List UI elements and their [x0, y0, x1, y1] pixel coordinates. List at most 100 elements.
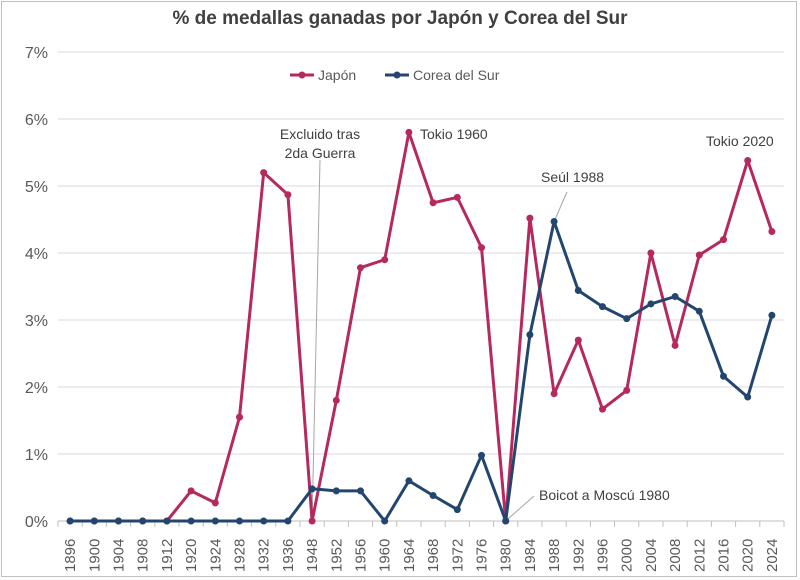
data-point — [623, 315, 631, 323]
data-point — [623, 386, 631, 394]
x-tick-label: 1932 — [256, 539, 273, 572]
data-point — [405, 477, 413, 485]
x-tick-label: 1948 — [304, 539, 321, 572]
data-point — [574, 336, 582, 344]
data-point — [671, 293, 679, 301]
data-point — [695, 307, 703, 315]
chart-title: % de medallas ganadas por Japón y Corea … — [172, 8, 628, 29]
data-point — [115, 517, 122, 525]
legend-marker — [393, 71, 401, 79]
annotation-tokio2020: Tokio 2020 — [706, 133, 774, 149]
x-tick-label: 1976 — [474, 539, 491, 572]
data-point — [284, 517, 292, 525]
legend-label: Japón — [318, 67, 356, 83]
y-tick-label: 1% — [25, 447, 48, 464]
data-point — [574, 287, 582, 295]
data-point — [550, 218, 558, 226]
data-point — [187, 487, 195, 495]
annotation-excluido: 2da Guerra — [285, 145, 356, 161]
data-point — [357, 264, 364, 272]
data-point — [429, 199, 437, 207]
data-point — [695, 251, 703, 259]
x-tick-label: 1992 — [570, 539, 587, 572]
x-tick-label: 2012 — [691, 539, 708, 572]
data-point — [357, 487, 364, 495]
x-tick-label: 1980 — [498, 539, 515, 572]
data-point — [550, 390, 558, 398]
data-point — [163, 517, 171, 525]
x-tick-label: 1952 — [328, 539, 345, 572]
data-point — [139, 517, 147, 525]
x-tick-label: 2020 — [740, 539, 757, 572]
y-tick-label: 3% — [25, 313, 48, 330]
x-tick-label: 1984 — [522, 539, 539, 572]
x-tick-label: 1972 — [449, 539, 466, 572]
legend-label: Corea del Sur — [413, 67, 500, 83]
x-tick-label: 1908 — [135, 539, 152, 572]
annotation-excluido: Excluido tras — [280, 126, 360, 142]
annotation-leader-line — [553, 191, 568, 222]
data-point — [526, 214, 534, 222]
annotation-boicot: Boicot a Moscú 1980 — [539, 487, 670, 503]
data-point — [478, 451, 485, 459]
annotation-leader-line — [505, 495, 535, 522]
data-point — [381, 517, 389, 525]
x-tick-label: 1900 — [86, 539, 103, 572]
data-point — [599, 405, 606, 413]
data-point — [332, 487, 340, 495]
x-tick-label: 1924 — [207, 539, 224, 572]
data-point — [647, 300, 655, 308]
y-tick-label: 7% — [25, 45, 48, 62]
data-point — [744, 393, 752, 401]
y-tick-label: 6% — [25, 112, 48, 129]
data-point — [720, 372, 727, 380]
annotation-tokio1960: Tokio 1960 — [420, 126, 488, 142]
x-tick-label: 1912 — [159, 539, 176, 572]
legend-marker — [298, 71, 306, 79]
data-point — [187, 517, 195, 525]
x-tick-label: 1928 — [232, 539, 249, 572]
x-tick-label: 1988 — [546, 539, 563, 572]
x-tick-label: 2016 — [716, 539, 733, 572]
data-point — [308, 485, 316, 493]
data-point — [599, 303, 606, 311]
x-tick-label: 2000 — [619, 539, 636, 572]
data-point — [671, 341, 679, 349]
data-point — [768, 311, 776, 319]
data-point — [90, 517, 98, 525]
data-point — [768, 228, 776, 236]
data-point — [260, 169, 268, 177]
data-point — [453, 193, 461, 201]
x-tick-label: 1964 — [401, 539, 418, 572]
data-point — [526, 331, 534, 339]
data-point — [284, 191, 292, 199]
x-tick-label: 1896 — [62, 539, 79, 572]
annotation-seul1988: Seúl 1988 — [541, 169, 604, 185]
x-tick-label: 1936 — [280, 539, 297, 572]
x-tick-label: 1956 — [353, 539, 370, 572]
data-point — [332, 396, 340, 404]
data-point — [429, 492, 437, 500]
data-point — [211, 499, 219, 507]
data-point — [308, 517, 316, 525]
y-tick-label: 5% — [25, 179, 48, 196]
x-tick-label: 1996 — [595, 539, 612, 572]
data-point — [453, 506, 461, 514]
data-point — [405, 128, 413, 136]
series-line-japon — [70, 130, 774, 523]
data-point — [647, 249, 655, 257]
data-point — [236, 413, 243, 421]
y-tick-label: 2% — [25, 380, 48, 397]
x-tick-label: 2008 — [667, 539, 684, 572]
x-tick-label: 1904 — [111, 539, 128, 572]
data-point — [502, 517, 510, 525]
data-point — [236, 517, 243, 525]
data-point — [260, 517, 268, 525]
series-line-corea — [70, 220, 774, 523]
data-point — [720, 236, 727, 244]
x-tick-label: 1960 — [377, 539, 394, 572]
data-point — [381, 256, 389, 264]
data-point — [744, 157, 752, 165]
